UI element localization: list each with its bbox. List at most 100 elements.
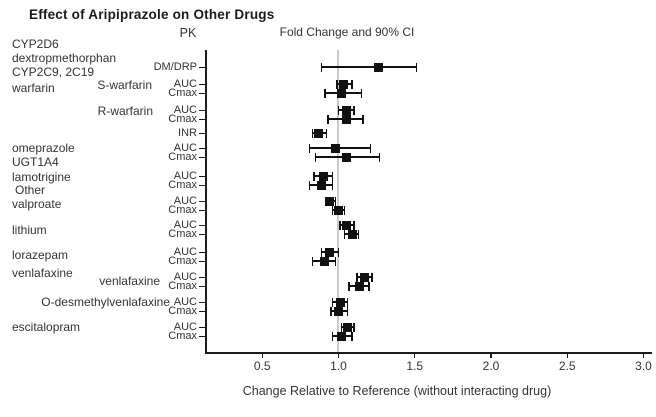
ci-cap-low	[330, 306, 332, 316]
pk-label: AUC	[173, 104, 197, 116]
pk-label: AUC	[173, 195, 197, 207]
pk-label: INR	[178, 127, 197, 139]
group-label: Other	[15, 183, 46, 197]
chart-title: Effect of Aripiprazole on Other Drugs	[29, 7, 275, 22]
row-tick	[199, 326, 206, 328]
row-tick	[199, 251, 206, 253]
fold-change-header: Fold Change and 90% CI	[279, 25, 415, 39]
reference-line	[337, 50, 339, 352]
point-marker	[373, 62, 383, 72]
group-label: escitalopram	[12, 320, 81, 334]
ci-cap-high	[360, 88, 363, 98]
row-tick	[199, 118, 206, 120]
group-label: lorazepam	[12, 248, 69, 262]
point-marker	[341, 114, 351, 124]
ci-cap-low	[331, 297, 334, 307]
pk-column-header: PK	[179, 26, 197, 40]
row-tick	[199, 310, 206, 312]
ci-cap-low	[327, 114, 329, 124]
point-marker	[324, 196, 334, 206]
row-tick	[199, 260, 206, 262]
group-label: omeprazole	[12, 141, 75, 155]
row-tick	[199, 335, 206, 337]
pk-label: Cmax	[168, 228, 197, 240]
ci-cap-high	[334, 256, 337, 266]
ci-cap-low	[336, 79, 338, 89]
group-label: UGT1A4	[12, 155, 59, 169]
ci-cap-low	[343, 229, 346, 239]
x-axis-tick-label: 1.0	[330, 359, 347, 373]
point-marker	[355, 281, 365, 291]
ci-cap-high	[346, 306, 349, 316]
ci-cap-low	[314, 152, 317, 162]
row-tick	[199, 156, 206, 158]
ci-cap-high	[337, 247, 340, 257]
ci-cap-high	[351, 79, 353, 89]
row-tick	[199, 184, 206, 186]
x-axis-tick-label: 2.0	[482, 359, 500, 373]
ci-cap-high	[353, 322, 355, 332]
pk-label: Cmax	[168, 151, 197, 163]
pk-label: AUC	[173, 142, 197, 154]
point-marker	[317, 180, 327, 190]
x-axis-tick-label: 2.5	[558, 359, 576, 373]
pk-label: Cmax	[168, 255, 197, 267]
pk-label: AUC	[173, 78, 197, 90]
point-marker	[330, 143, 340, 153]
row-tick	[199, 209, 206, 211]
pk-label: Cmax	[168, 330, 197, 342]
point-marker	[334, 306, 343, 316]
ci-cap-high	[325, 128, 328, 138]
group-label: CYP2D6	[12, 37, 59, 51]
group-label: CYP2C9, 2C19	[12, 65, 95, 79]
ci-cap-high	[362, 114, 364, 124]
pk-label: Cmax	[168, 280, 197, 292]
group-label: lithium	[12, 223, 47, 237]
ci-cap-low	[308, 143, 311, 153]
row-tick	[199, 132, 206, 134]
ci-cap-high	[368, 281, 370, 291]
ci-cap-high	[357, 229, 360, 239]
ci-cap-low	[313, 171, 315, 181]
x-axis-tick-label: 1.5	[406, 359, 424, 373]
pk-label: Cmax	[168, 179, 197, 191]
group-label: venlafaxine	[12, 266, 73, 280]
point-marker	[318, 171, 328, 181]
row-tick	[199, 224, 206, 226]
ci-line	[309, 147, 371, 149]
ci-cap-low	[339, 220, 341, 230]
row-tick	[199, 276, 206, 278]
x-axis-tick	[490, 352, 492, 358]
x-axis-line	[205, 352, 652, 354]
pk-label: Cmax	[168, 305, 197, 317]
ci-cap-high	[346, 297, 349, 307]
ci-cap-high	[331, 180, 334, 190]
row-tick	[199, 92, 206, 94]
point-marker	[359, 272, 369, 282]
ci-cap-high	[353, 105, 355, 115]
point-marker	[338, 79, 348, 89]
pk-label: AUC	[173, 246, 197, 258]
ci-cap-low	[320, 62, 323, 72]
pk-label: AUC	[173, 170, 197, 182]
point-marker	[335, 297, 345, 307]
point-marker	[341, 220, 351, 230]
row-tick	[199, 147, 206, 149]
analyte-label: S-warfarin	[97, 78, 152, 92]
point-marker	[324, 247, 334, 257]
ci-line	[321, 66, 417, 68]
point-marker	[314, 128, 324, 138]
ci-cap-high	[353, 220, 355, 230]
ci-cap-low	[337, 105, 340, 115]
pk-label: AUC	[173, 271, 197, 283]
x-axis-tick	[566, 352, 568, 358]
point-marker	[320, 256, 330, 266]
ci-cap-low	[340, 322, 343, 332]
ci-cap-low	[311, 128, 314, 138]
ci-cap-high	[415, 62, 418, 72]
y-axis-line	[205, 50, 207, 352]
ci-cap-high	[331, 171, 334, 181]
point-marker	[334, 205, 343, 215]
